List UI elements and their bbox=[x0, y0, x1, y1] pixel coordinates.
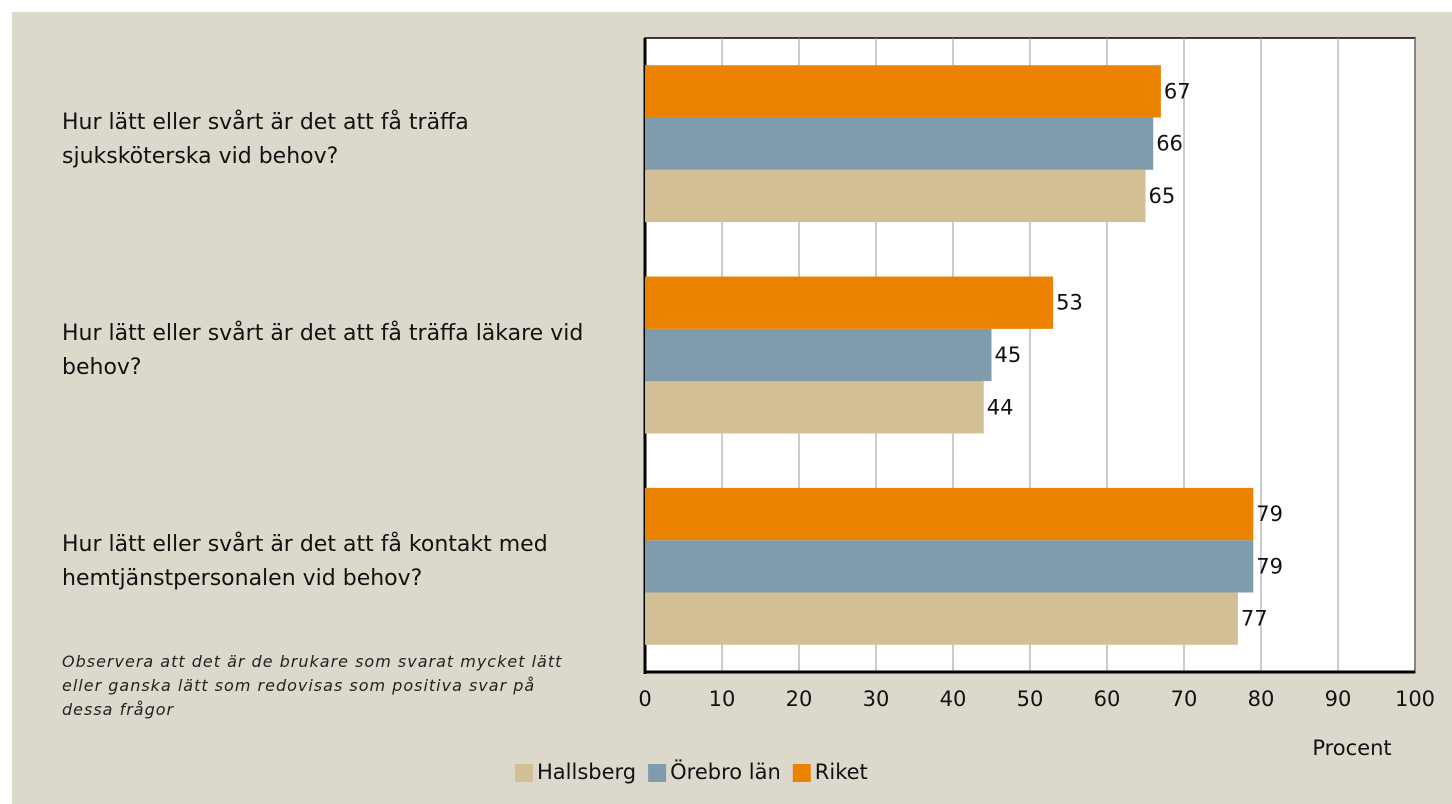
x-tick-label: 80 bbox=[1248, 687, 1275, 711]
legend-label: Örebro län bbox=[670, 759, 781, 784]
category-label: Hur lätt eller svårt är det att få träff… bbox=[62, 321, 584, 380]
x-tick-label: 90 bbox=[1325, 687, 1352, 711]
x-tick-label: 50 bbox=[1017, 687, 1044, 711]
category-label: Hur lätt eller svårt är det att få träff… bbox=[62, 109, 469, 169]
bar bbox=[645, 117, 1154, 170]
bar bbox=[645, 487, 1254, 541]
value-label: 53 bbox=[1056, 291, 1083, 315]
legend-label: Hallsberg bbox=[537, 760, 636, 784]
x-tick-label: 40 bbox=[940, 687, 967, 711]
bar bbox=[645, 592, 1238, 645]
legend-swatch bbox=[792, 764, 811, 782]
x-tick-label: 0 bbox=[638, 687, 651, 711]
x-tick-label: 20 bbox=[786, 687, 813, 711]
bar bbox=[645, 169, 1146, 223]
legend-label: Riket bbox=[815, 760, 868, 784]
x-tick-label: 10 bbox=[709, 687, 736, 711]
x-tick-label: 70 bbox=[1171, 687, 1198, 711]
value-label: 67 bbox=[1164, 79, 1191, 103]
value-label: 77 bbox=[1241, 607, 1268, 631]
value-label: 65 bbox=[1149, 184, 1176, 208]
note: Observera att det är de brukare som svar… bbox=[62, 652, 563, 719]
value-label: 45 bbox=[995, 343, 1022, 367]
x-tick-label: 100 bbox=[1395, 687, 1435, 711]
value-label: 79 bbox=[1256, 554, 1283, 578]
x-tick-label: 60 bbox=[1094, 687, 1121, 711]
legend-swatch bbox=[515, 764, 533, 782]
value-label: 79 bbox=[1256, 502, 1283, 526]
bar bbox=[645, 65, 1161, 118]
value-label: 44 bbox=[987, 395, 1014, 419]
x-axis-label: Procent bbox=[1312, 736, 1391, 760]
bar bbox=[645, 381, 984, 434]
bar bbox=[645, 540, 1254, 593]
bar bbox=[645, 328, 992, 382]
value-label: 66 bbox=[1156, 132, 1183, 156]
legend-swatch bbox=[648, 764, 667, 782]
category-label: Hur lätt eller svårt är det att få konta… bbox=[62, 532, 548, 592]
bar bbox=[645, 276, 1054, 329]
x-tick-label: 30 bbox=[863, 687, 890, 711]
